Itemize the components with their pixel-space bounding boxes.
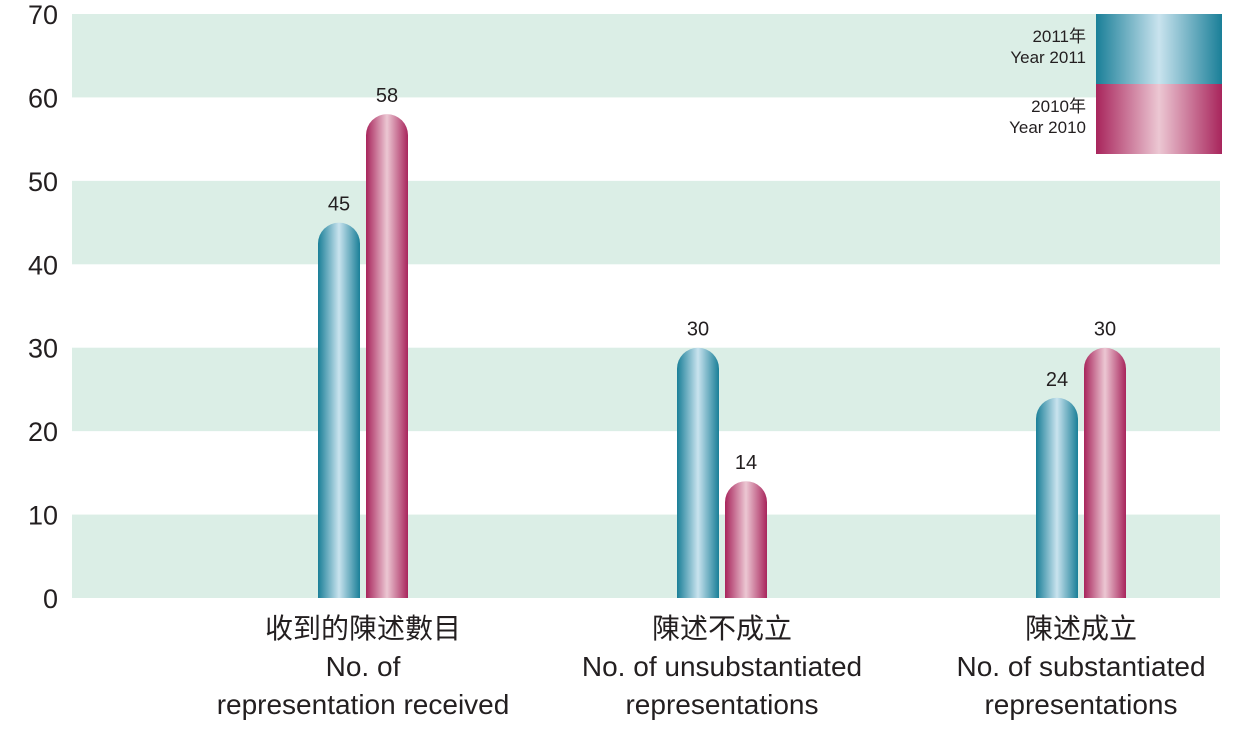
category-label-zh: 收到的陳述數目 bbox=[264, 613, 461, 644]
legend-swatch bbox=[1096, 14, 1222, 84]
category-label-en-line1: No. of unsubstantiated bbox=[581, 651, 863, 682]
category-label-en-line1: No. of substantiated bbox=[956, 651, 1206, 682]
background-band bbox=[72, 514, 1220, 598]
data-label: 30 bbox=[687, 319, 709, 341]
bar bbox=[318, 222, 360, 599]
y-tick-label: 0 bbox=[43, 584, 58, 614]
y-tick-label: 10 bbox=[28, 501, 58, 531]
legend-label: 2010年 Year 2010 bbox=[1009, 96, 1086, 138]
category-label-en-line2: representations bbox=[984, 689, 1178, 720]
data-labels-group: 45 58 30 14 24 30 bbox=[328, 85, 1116, 474]
bars-group bbox=[318, 114, 1126, 599]
background-band bbox=[72, 347, 1220, 432]
x-category-label: 陳述不成立 No. of unsubstantiated representatio… bbox=[542, 610, 902, 724]
y-axis: 0 10 20 30 40 50 60 70 bbox=[28, 0, 58, 614]
y-tick-label: 20 bbox=[28, 417, 58, 447]
bar bbox=[366, 114, 408, 598]
x-category-label: 陳述成立 No. of substantiated representations bbox=[901, 610, 1240, 724]
category-label-zh: 陳述不成立 bbox=[651, 613, 792, 644]
y-tick-label: 40 bbox=[28, 250, 58, 280]
data-label: 45 bbox=[328, 194, 350, 216]
background-bands bbox=[72, 14, 1220, 598]
x-category-label: 收到的陳述數目 No. of representation received bbox=[183, 610, 543, 724]
background-band bbox=[72, 180, 1220, 265]
legend-label-zh: 2011年 bbox=[1032, 27, 1086, 46]
legend-label-zh: 2010年 bbox=[1031, 97, 1086, 116]
data-label: 58 bbox=[376, 85, 398, 107]
bar bbox=[725, 481, 767, 598]
bar bbox=[1036, 397, 1078, 598]
bar bbox=[1084, 347, 1126, 598]
y-tick-label: 50 bbox=[28, 167, 58, 197]
data-label: 30 bbox=[1094, 319, 1116, 341]
y-tick-label: 60 bbox=[28, 83, 58, 113]
legend bbox=[1096, 14, 1222, 154]
background-band bbox=[72, 14, 1220, 98]
legend-label-en: Year 2010 bbox=[1009, 118, 1086, 137]
legend-swatch bbox=[1096, 84, 1222, 154]
category-label-en-line2: representations bbox=[625, 689, 819, 720]
data-label: 14 bbox=[735, 452, 757, 474]
y-tick-label: 70 bbox=[28, 0, 58, 30]
category-label-zh: 陳述成立 bbox=[1024, 613, 1137, 644]
category-label-en-line2: representation received bbox=[216, 689, 510, 720]
bar bbox=[677, 347, 719, 598]
y-tick-label: 30 bbox=[28, 334, 58, 364]
category-label-en-line1: No. of bbox=[325, 651, 401, 682]
legend-label: 2011年 Year 2011 bbox=[1010, 26, 1086, 68]
legend-label-en: Year 2011 bbox=[1010, 48, 1086, 67]
data-label: 24 bbox=[1046, 369, 1068, 391]
